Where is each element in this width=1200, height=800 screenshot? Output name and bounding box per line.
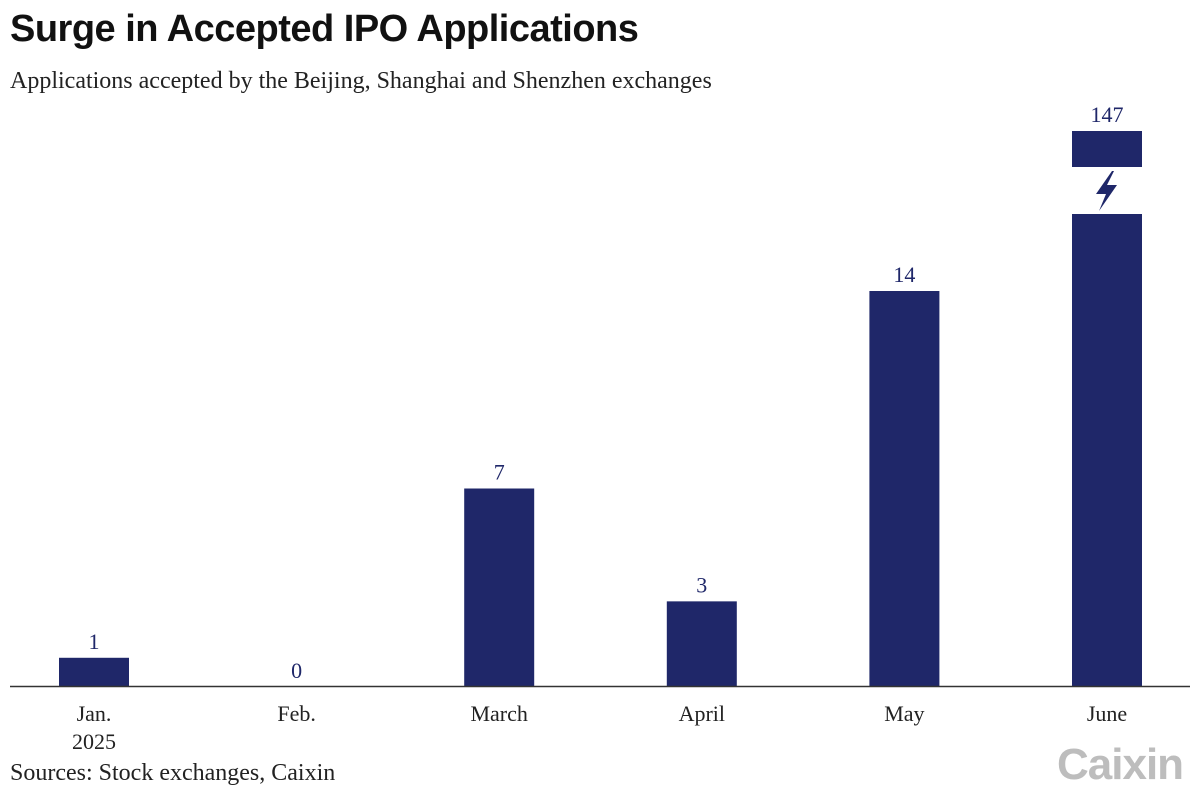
source-note: Sources: Stock exchanges, Caixin (10, 760, 336, 786)
x-tick-label-may: May (884, 701, 924, 726)
lightning-bolt-icon (1096, 171, 1117, 211)
bar-may (869, 291, 940, 686)
x-tick-label-june: June (1087, 701, 1127, 726)
data-label-april: 3 (696, 572, 707, 597)
caixin-logo: Caixin (1057, 740, 1184, 789)
data-labels-group: 1 0 7 3 14 147 (89, 102, 1124, 683)
bar-june-lower (1072, 214, 1142, 686)
chart-subtitle: Applications accepted by the Beijing, Sh… (10, 68, 712, 94)
x-tick-label-march: March (470, 701, 527, 726)
bars-group (59, 131, 1142, 686)
data-label-jan-2025: 1 (89, 629, 100, 654)
x-tick-label-jan-2025: Jan. 2025 (72, 701, 116, 754)
data-label-march: 7 (494, 460, 505, 485)
data-label-feb: 0 (291, 658, 302, 683)
x-tick-label-feb: Feb. (277, 701, 316, 726)
chart-title: Surge in Accepted IPO Applications (10, 8, 639, 50)
x-tick-label-april: April (679, 701, 725, 726)
data-label-june: 147 (1091, 102, 1124, 127)
bar-april (666, 601, 737, 686)
x-tick-labels-group: Jan. 2025 Feb. March April May June (72, 701, 1127, 754)
bar-june-upper (1072, 131, 1142, 167)
data-label-may: 14 (893, 262, 915, 287)
bar-march (464, 488, 535, 686)
bar-jan-2025 (59, 657, 129, 686)
